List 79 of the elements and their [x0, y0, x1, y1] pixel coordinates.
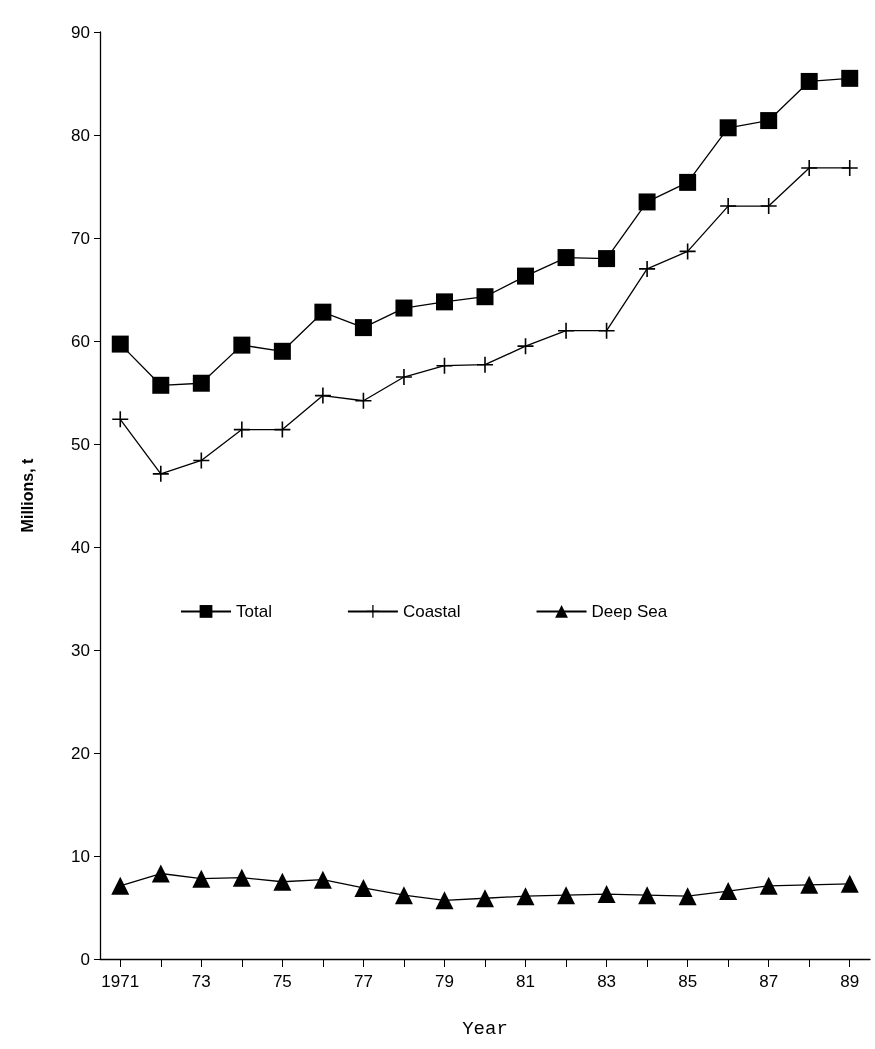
point	[477, 356, 493, 373]
point	[435, 891, 454, 910]
x-tick-label: 79	[435, 972, 454, 991]
point	[720, 198, 737, 215]
point	[273, 872, 292, 891]
point	[232, 868, 251, 887]
y-tick-label: 30	[71, 640, 90, 660]
x-tick-label: 75	[272, 972, 292, 991]
point	[719, 882, 738, 901]
point	[152, 465, 169, 482]
point	[476, 889, 494, 908]
x-tick-label: 83	[597, 972, 617, 991]
legend-label: Coastal	[402, 601, 461, 621]
point	[516, 887, 535, 906]
x-tick-label: 77	[353, 972, 373, 991]
point	[517, 267, 535, 285]
point	[719, 119, 737, 137]
y-tick-label: 40	[71, 537, 90, 557]
point	[557, 886, 576, 905]
y-tick-label: 80	[71, 125, 90, 145]
legend-label: Deep Sea	[591, 601, 668, 621]
y-tick-label: 0	[80, 949, 90, 969]
y-tick-label: 10	[71, 846, 90, 866]
point	[800, 72, 818, 90]
point	[841, 159, 858, 176]
point	[557, 249, 575, 267]
point	[354, 878, 373, 897]
point	[841, 69, 859, 87]
point	[233, 421, 250, 438]
point	[273, 342, 291, 360]
point	[192, 869, 211, 888]
x-tick-label: 73	[191, 972, 211, 991]
x-tick-label: 81	[516, 972, 535, 991]
point	[558, 322, 575, 339]
point	[638, 193, 656, 211]
y-axis-title: Millions, t	[18, 457, 36, 533]
point	[435, 293, 453, 311]
x-tick-label: 87	[759, 972, 779, 991]
point	[639, 260, 656, 277]
y-tick-label: 20	[71, 743, 90, 763]
x-axis-title: Year	[462, 1017, 508, 1040]
legend-label: Total	[236, 601, 272, 621]
point	[313, 870, 332, 889]
y-tick-label: 50	[71, 434, 90, 454]
x-tick-label: 89	[840, 972, 860, 991]
point	[800, 875, 819, 894]
point	[112, 411, 129, 428]
point	[314, 387, 331, 404]
point	[679, 173, 697, 191]
point	[233, 336, 251, 354]
point	[436, 357, 453, 374]
point	[760, 112, 778, 130]
point	[678, 887, 697, 906]
point	[111, 876, 130, 895]
point	[760, 198, 777, 215]
y-tick-label: 70	[71, 228, 90, 248]
point	[598, 322, 615, 339]
point	[597, 885, 616, 904]
point	[192, 374, 210, 392]
point	[598, 250, 616, 268]
point	[111, 335, 129, 353]
y-tick-label: 60	[71, 331, 90, 351]
x-tick-label: 1971	[101, 972, 140, 991]
point	[517, 338, 534, 355]
point	[638, 886, 657, 905]
point	[840, 874, 859, 893]
point	[395, 299, 413, 317]
point	[355, 392, 372, 409]
point	[759, 876, 778, 895]
point	[151, 864, 170, 883]
point	[354, 319, 372, 337]
x-tick-label: 85	[678, 972, 698, 991]
point	[476, 288, 494, 306]
point	[152, 376, 170, 394]
y-tick-label: 90	[71, 22, 90, 42]
point	[394, 886, 413, 905]
point	[314, 303, 332, 321]
point	[801, 159, 818, 176]
point	[395, 369, 412, 386]
